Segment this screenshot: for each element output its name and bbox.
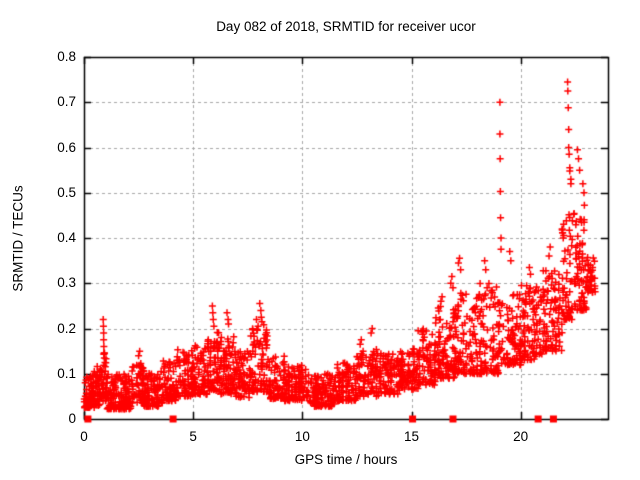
y-tick-label: 0.8	[57, 49, 76, 64]
y-tick-label: 0	[68, 411, 76, 426]
y-tick-label: 0.6	[57, 139, 76, 155]
y-axis-label: SRMTID / TECUs	[10, 185, 26, 292]
x-tick-label: 20	[513, 429, 529, 444]
x-tick-label: 5	[189, 429, 197, 444]
y-tick-label: 0.2	[57, 320, 76, 336]
chart-title: Day 082 of 2018, SRMTID for receiver uco…	[216, 19, 476, 34]
x-tick-label: 10	[294, 429, 310, 444]
y-tick-label: 0.5	[57, 184, 76, 200]
y-tick-label: 0.1	[57, 365, 76, 381]
x-tick-label: 15	[403, 429, 420, 444]
x-axis-label: GPS time / hours	[294, 452, 398, 467]
y-tick-label: 0.3	[57, 275, 76, 291]
y-tick-label: 0.7	[57, 94, 76, 110]
y-tick-label: 0.4	[57, 230, 76, 245]
x-tick-label: 0	[80, 429, 88, 444]
